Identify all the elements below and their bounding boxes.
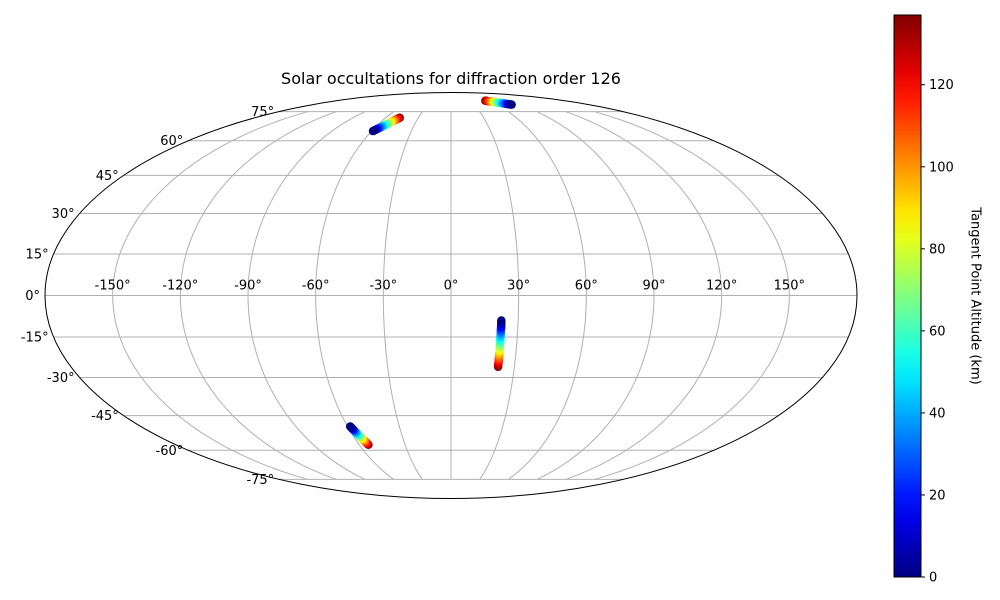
data-point [497,316,506,325]
data-point [368,126,378,136]
colorbar-tick-label: 120 [929,78,954,93]
lon-tick-label: 90° [642,279,665,294]
gridlines [45,111,857,480]
lon-tick-label: -150° [95,279,131,294]
lat-tick-label: -15° [21,331,49,346]
lon-tick-label: 120° [706,279,737,294]
data-points [346,96,516,450]
lat-tick-label: -45° [91,409,119,424]
lon-tick-label: 30° [507,279,530,294]
colorbar-tick-label: 100 [929,160,954,175]
lat-tick-label: -30° [47,371,75,386]
colorbar: 0 20 40 60 80 100 120 [893,14,954,586]
lat-tick-label: 60° [160,134,183,149]
occultation-track [493,316,506,372]
occultation-track [346,422,373,450]
colorbar-tick-label: 80 [929,242,946,257]
lon-tick-label: -120° [162,279,198,294]
data-point [507,100,516,109]
colorbar-tick-label: 0 [929,571,937,586]
lon-tick-label: 150° [774,279,805,294]
lat-tick-label: -75° [246,473,274,488]
colorbar-tick-label: 20 [929,488,946,503]
lon-tick-label: -90° [234,279,262,294]
map-boundary [44,92,858,499]
colorbar-tick-label: 60 [929,324,946,339]
lat-tick-label: 0° [25,289,40,304]
lat-tick-labels: -75° -60° -45° -30° -15° 0° 15° 30° 45° 60° 75° [21,105,274,488]
colorbar-tick-label: 40 [929,406,946,421]
lat-tick-label: 15° [26,247,49,262]
lon-tick-label: 60° [575,279,598,294]
colorbar-label: Tangent Point Altitude (km) [968,206,983,384]
lat-tick-label: 45° [96,169,119,184]
lon-tick-label: -30° [369,279,397,294]
chart-title: Solar occultations for diffraction order… [281,69,621,88]
occultation-track [481,96,516,109]
lon-tick-label: -60° [302,279,330,294]
lat-tick-label: 30° [52,207,75,222]
data-point [346,422,355,431]
map-area: -150° -120° -90° -60° -30° 0° 30° 60° 90° 120° 150… [21,92,858,499]
lon-tick-labels: -150° -120° -90° -60° -30° 0° 30° 60° 90° 120° 150… [95,279,805,294]
lat-tick-label: 75° [251,105,274,120]
colorbar-gradient [893,14,922,578]
lon-tick-label: 0° [444,279,459,294]
lat-tick-label: -60° [156,444,184,459]
occultation-track [368,113,404,136]
